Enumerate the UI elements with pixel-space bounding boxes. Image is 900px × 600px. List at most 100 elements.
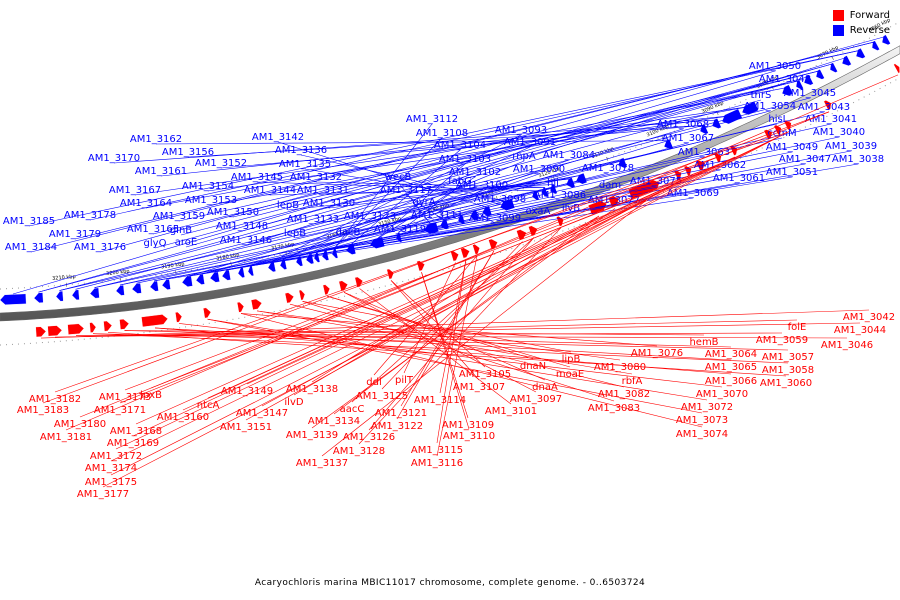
reverse-leader-line [30,41,876,253]
forward-gene-arrow [298,289,306,301]
forward-leader-line [246,200,647,385]
forward-gene-label: AM1_3107 [453,382,505,393]
reverse-leader-line [180,70,820,236]
reverse-gene-arrow [161,279,171,290]
reverse-leader-line [94,111,825,288]
forward-gene-label: AM1_3059 [756,335,808,346]
forward-gene-label: AM1_3083 [588,403,640,414]
reverse-gene-label: AM1_3091 [504,137,556,148]
forward-gene-label: AM1_3137 [296,458,348,469]
reverse-gene-label: AM1_3144 [244,185,296,196]
forward-gene-label: AM1_3175 [85,477,137,488]
reverse-leader-line [155,140,669,145]
reverse-gene-arrow [89,287,100,299]
reverse-gene-label: AM1_3152 [195,158,247,169]
forward-gene-arrow [103,320,113,332]
reverse-gene-label: AM1_3132 [290,172,342,183]
reverse-gene-label: AM1_3135 [279,159,331,170]
legend-reverse: Reverse [832,23,890,38]
reverse-gene-label: glnB [170,225,192,236]
reverse-leader-line [245,57,847,246]
forward-gene-label: AM1_3139 [286,430,338,441]
forward-leader-line [135,156,736,425]
reverse-leader-line [199,142,689,275]
reverse-leader-line [369,158,623,222]
reverse-gene-arrow [321,250,330,261]
reverse-gene-label: AM1_3038 [832,154,884,165]
reverse-leader-line [436,214,462,221]
reverse-gene-label: AM1_3111 [411,210,463,221]
forward-gene-arrow [119,318,130,330]
reverse-leader-line [473,210,496,224]
scale-tick-label: 3200 kbp [106,269,130,278]
forward-leader-line [207,318,708,401]
forward-leader-line [289,303,625,388]
forward-gene-label: AM1_3177 [77,489,129,500]
forward-gene-arrow [35,326,47,338]
bottom-scale-line [0,77,900,346]
forward-gene-arrow [556,215,564,227]
reverse-gene-label: AM1_3063 [678,147,730,158]
reverse-gene-arrow [711,117,722,129]
genome-caption: Acaryochloris marina MBIC11017 chromosom… [254,578,646,588]
reverse-gene-label: AM1_3130 [303,198,355,209]
reverse-gene-label: AM1_3099 [469,213,521,224]
reverse-leader-line [334,137,443,249]
reverse-gene-label: glyQ [144,238,167,249]
forward-gene-label: AM1_3110 [443,431,495,442]
reverse-gene-label: AM1_3045 [784,88,836,99]
forward-leader-line [333,215,600,415]
forward-gene-label: AM1_3174 [85,463,137,474]
forward-gene-arrow [250,298,263,311]
reverse-gene-arrow [181,275,193,287]
reverse-leader-line [185,63,834,248]
reverse-gene-label: AM1_3176 [74,242,126,253]
forward-leader-line [107,331,787,377]
forward-gene-arrow [67,323,85,335]
reverse-leader-line [160,115,733,177]
reverse-gene-label: AM1_3039 [825,141,877,152]
reverse-leader-line [282,160,525,260]
forward-gene-label: AM1_3116 [411,458,463,469]
reverse-gene-label: oxaA [526,206,551,217]
reverse-gene-label: AM1_3112 [406,114,458,125]
reverse-leader-line [282,146,531,260]
reverse-leader-line [74,41,876,240]
reverse-swatch [832,25,844,36]
forward-gene-label: AM1_3180 [54,419,106,430]
forward-gene-label: AM1_3122 [371,421,423,432]
forward-gene-arrow [516,229,527,241]
reverse-leader-line [324,212,572,251]
reverse-gene-label: AM1_3100 [456,180,508,191]
forward-gene-arrow [141,314,169,328]
chromosome-backbone [0,45,900,322]
forward-gene-label: AM1_3114 [414,395,466,406]
reverse-gene-label: AM1_3043 [798,102,850,113]
reverse-gene-arrow [247,265,255,277]
reverse-gene-label: AM1_3041 [805,114,857,125]
reverse-leader-line [300,154,508,202]
reverse-gene-label: AM1_3103 [439,154,491,165]
reverse-gene-arrow [55,290,64,302]
reverse-leader-line [328,178,571,209]
reverse-gene-label: ccmM [767,128,796,139]
reverse-gene-label: AM1_3170 [88,153,140,164]
reverse-gene-arrow [795,79,804,90]
forward-leader-line [124,330,705,336]
forward-gene-label: AM1_3046 [821,340,873,351]
reverse-gene-arrow [195,274,205,285]
forward-gene-label: pilT [395,375,414,386]
reverse-gene-label: AM1_3051 [766,167,818,178]
reverse-gene-label: AM1_3148 [216,221,268,232]
forward-leader-line [240,313,703,428]
forward-gene-label: rbfA [622,376,643,387]
scale-tick-label: 3150 kbp [378,216,402,228]
reverse-gene-label: AM1_3153 [185,195,237,206]
forward-leader-line [436,255,478,457]
forward-gene-label: AM1_3044 [834,325,886,336]
reverse-leader-line [312,174,582,225]
reverse-gene-label: AM1_3090 [513,164,565,175]
forward-gene-label: AM1_3172 [90,451,142,462]
reverse-leader-line [376,163,466,240]
reverse-leader-line [38,99,762,293]
